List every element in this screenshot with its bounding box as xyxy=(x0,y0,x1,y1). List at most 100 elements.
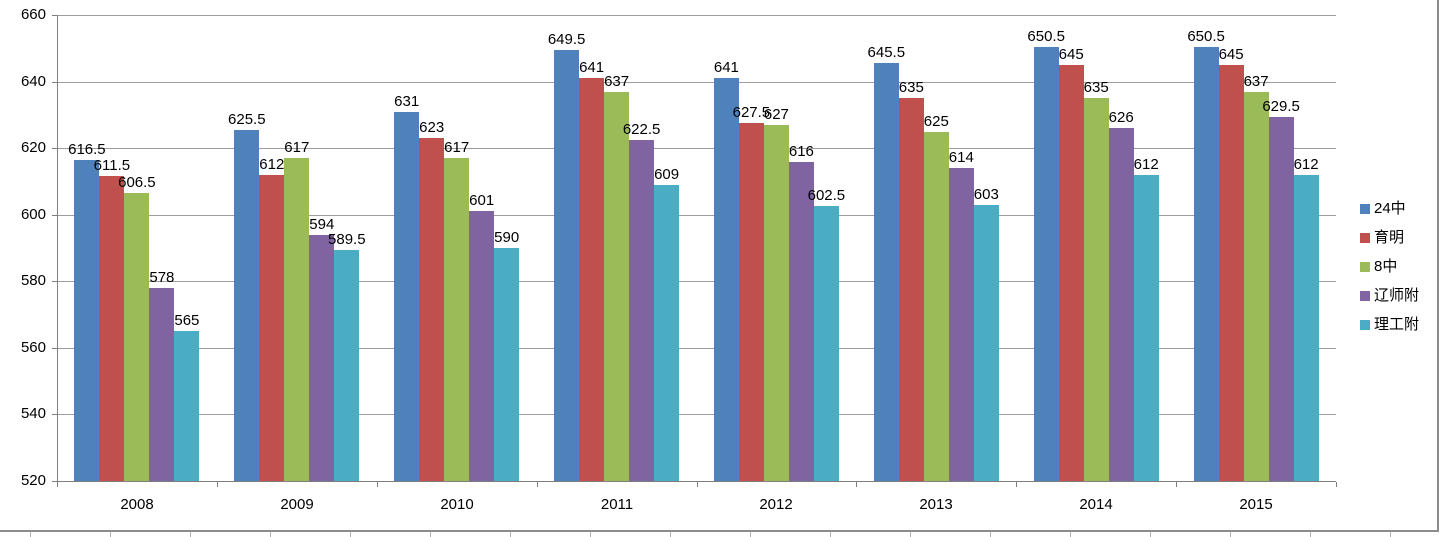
bar-8中-2013 xyxy=(923,131,949,481)
bar-育明-2011 xyxy=(579,78,605,481)
legend-swatch-icon xyxy=(1360,233,1370,243)
bar-value-label: 650.5 xyxy=(1187,27,1225,45)
bar-value-label: 622.5 xyxy=(622,120,661,138)
bar-8中-2015 xyxy=(1243,91,1269,481)
y-axis-tick-label: 620 xyxy=(20,139,46,156)
y-axis-tick-label: 520 xyxy=(20,472,46,489)
bar-8中-2011 xyxy=(604,91,630,481)
y-axis-tick-label: 600 xyxy=(20,206,46,223)
x-axis-category-label: 2013 xyxy=(919,496,953,513)
x-axis-category-label: 2015 xyxy=(1239,496,1273,513)
bar-24中-2014 xyxy=(1033,46,1059,481)
bar-value-label: 623 xyxy=(419,119,445,137)
x-axis-tick xyxy=(856,482,857,487)
bar-value-label: 635 xyxy=(898,79,924,97)
x-axis-category-label: 2014 xyxy=(1079,496,1113,513)
bar-辽师附-2010 xyxy=(469,211,495,481)
bar-value-label: 625 xyxy=(923,112,949,130)
bar-24中-2010 xyxy=(394,111,420,481)
bar-value-label: 617 xyxy=(444,139,470,157)
bar-value-label: 616.5 xyxy=(68,140,106,158)
y-axis-tick xyxy=(52,281,57,282)
major-gridline xyxy=(57,281,1336,282)
legend-swatch-icon xyxy=(1360,204,1370,214)
x-axis-tick xyxy=(537,482,538,487)
legend-swatch-icon xyxy=(1360,320,1370,330)
y-axis-tick xyxy=(52,82,57,83)
bar-value-label: 612 xyxy=(259,155,285,173)
bar-value-label: 637 xyxy=(604,72,630,90)
bar-8中-2014 xyxy=(1083,98,1109,481)
bar-value-label: 641 xyxy=(579,59,605,77)
bar-育明-2010 xyxy=(419,138,445,481)
legend-item: 8中 xyxy=(1360,257,1397,277)
major-gridline xyxy=(57,148,1336,149)
x-axis-tick xyxy=(217,482,218,487)
bar-value-label: 625.5 xyxy=(228,110,266,128)
bar-辽师附-2009 xyxy=(309,234,335,481)
bar-value-label: 606.5 xyxy=(118,174,156,192)
major-gridline xyxy=(57,348,1336,349)
bar-value-label: 589.5 xyxy=(328,230,366,248)
bar-value-label: 590 xyxy=(494,229,520,246)
x-axis-category-label: 2012 xyxy=(759,496,793,513)
y-axis-line xyxy=(57,15,58,481)
bar-理工附-2012 xyxy=(813,206,839,481)
bar-value-label: 603 xyxy=(973,185,999,203)
bar-辽师附-2013 xyxy=(948,168,974,481)
legend-item: 辽师附 xyxy=(1360,286,1419,306)
legend-label: 辽师附 xyxy=(1374,287,1420,304)
y-axis-tick xyxy=(52,414,57,415)
bar-育明-2015 xyxy=(1218,64,1244,481)
bar-value-label: 611.5 xyxy=(93,157,131,175)
bar-8中-2008 xyxy=(124,193,150,481)
bar-value-label: 578 xyxy=(149,268,175,286)
bar-value-label: 609 xyxy=(654,165,680,183)
bar-辽师附-2012 xyxy=(788,161,814,481)
bar-value-label: 594 xyxy=(309,215,335,233)
y-axis-tick-label: 560 xyxy=(20,339,46,356)
bar-24中-2009 xyxy=(234,129,260,481)
x-axis-tick xyxy=(697,482,698,487)
bar-理工附-2008 xyxy=(174,331,200,481)
x-axis-category-label: 2008 xyxy=(120,496,154,513)
legend-swatch-icon xyxy=(1360,291,1370,301)
y-axis-tick xyxy=(52,481,57,482)
legend-label: 8中 xyxy=(1374,258,1398,275)
y-axis-tick xyxy=(52,148,57,149)
bar-理工附-2009 xyxy=(334,249,360,481)
y-axis-tick-label: 540 xyxy=(20,405,46,422)
bar-育明-2013 xyxy=(898,98,924,481)
x-axis-tick xyxy=(1016,482,1017,487)
bar-辽师附-2008 xyxy=(149,287,175,481)
bar-8中-2012 xyxy=(763,124,789,481)
bar-value-label: 565 xyxy=(174,312,200,330)
chart-border-right xyxy=(1437,0,1439,531)
bar-育明-2012 xyxy=(738,123,764,481)
legend-label: 理工附 xyxy=(1374,316,1420,333)
y-axis-tick xyxy=(52,15,57,16)
bar-value-label: 629.5 xyxy=(1262,97,1300,115)
bar-24中-2012 xyxy=(713,78,739,481)
major-gridline xyxy=(57,15,1336,16)
legend-label: 育明 xyxy=(1374,229,1405,246)
bar-辽师附-2014 xyxy=(1108,128,1134,481)
y-axis-tick-label: 660 xyxy=(20,6,46,23)
x-axis-line xyxy=(57,481,1336,482)
x-axis-tick xyxy=(1176,482,1177,487)
bar-理工附-2013 xyxy=(973,204,999,481)
bar-8中-2010 xyxy=(444,158,470,481)
worksheet-cell-gridlines xyxy=(30,532,1440,537)
y-axis-tick xyxy=(52,348,57,349)
bar-value-label: 637 xyxy=(1243,72,1269,90)
bar-value-label: 612 xyxy=(1133,155,1159,173)
major-gridline xyxy=(57,215,1336,216)
bar-value-label: 627 xyxy=(763,105,789,123)
bar-value-label: 650.5 xyxy=(1027,27,1065,45)
x-axis-tick xyxy=(57,482,58,487)
x-axis-category-label: 2010 xyxy=(440,496,474,513)
y-axis-tick-label: 580 xyxy=(20,272,46,289)
bar-理工附-2015 xyxy=(1293,174,1319,481)
bar-value-label: 616 xyxy=(788,142,814,160)
y-axis-tick-label: 640 xyxy=(20,73,46,90)
